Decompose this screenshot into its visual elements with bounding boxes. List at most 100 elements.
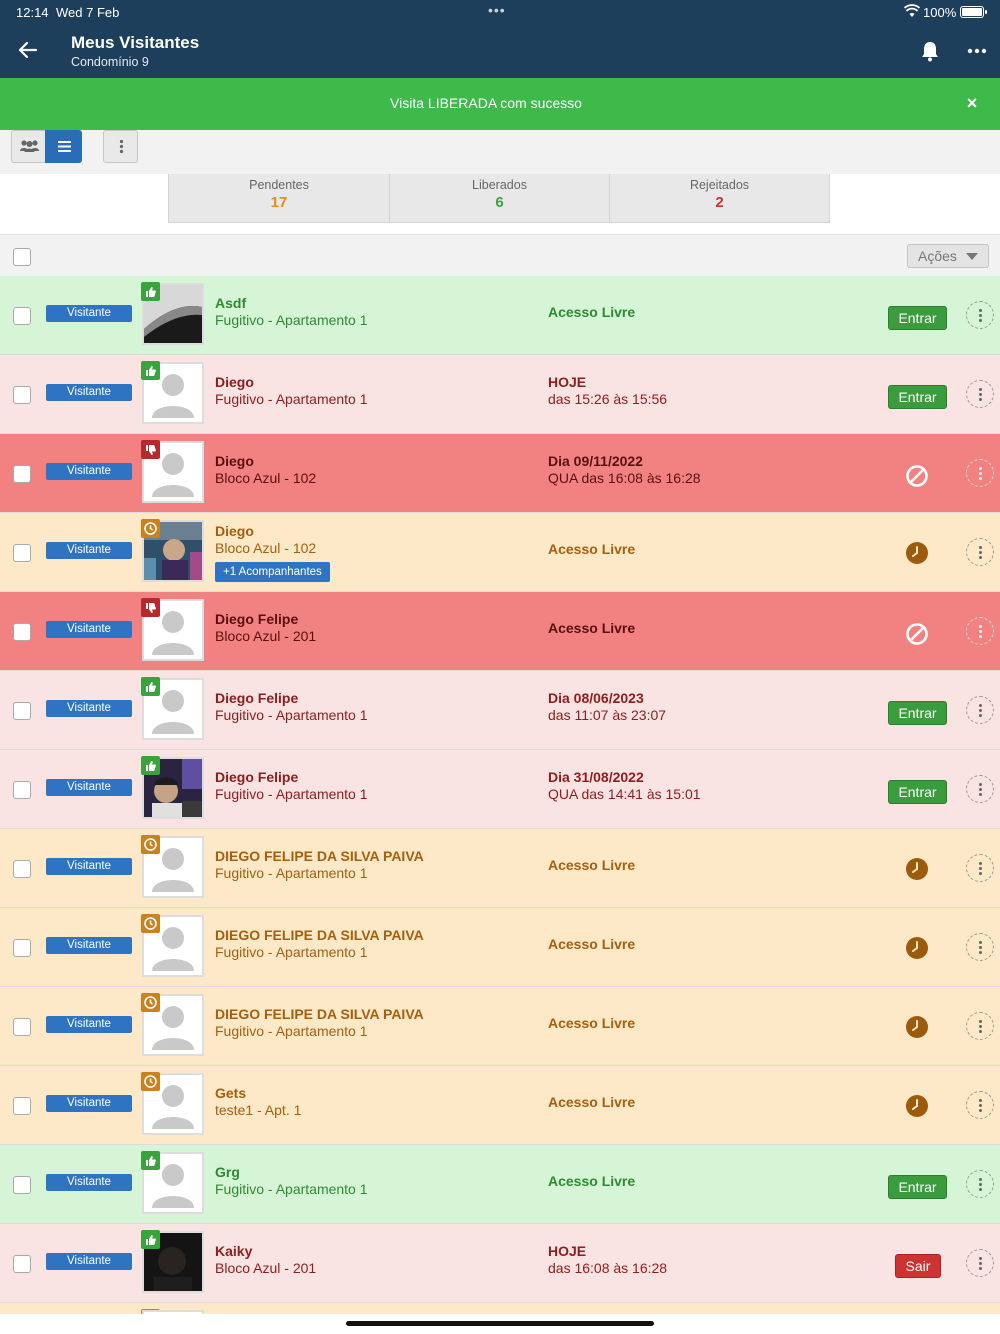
row-checkbox[interactable]: [13, 623, 31, 641]
success-banner: Visita LIBERADA com sucesso ×: [0, 78, 1000, 130]
row-options-icon[interactable]: [966, 854, 994, 882]
visitor-type-badge: Visitante: [46, 384, 132, 401]
close-icon[interactable]: ×: [966, 93, 978, 113]
visitor-name: Diego: [215, 453, 254, 469]
battery-percent: 100%: [923, 5, 957, 20]
row-options-icon[interactable]: [966, 1170, 994, 1198]
visitor-photo[interactable]: [142, 836, 204, 898]
visitor-row[interactable]: Visitante Gets teste1 - Apt. 1 Acesso Livre: [0, 1066, 1000, 1145]
visitor-photo[interactable]: [142, 520, 204, 582]
multitask-dots-icon[interactable]: •••: [488, 2, 506, 18]
toolbar-menu-button[interactable]: [103, 130, 138, 163]
enter-button[interactable]: Entrar: [888, 385, 947, 409]
actions-dropdown[interactable]: Ações: [907, 244, 989, 268]
home-bar: [0, 1314, 1000, 1334]
list-view-button[interactable]: [45, 130, 82, 163]
access-time: QUA das 14:41 às 15:01: [548, 786, 701, 802]
row-options-icon[interactable]: [966, 1091, 994, 1119]
visitor-type-badge: Visitante: [46, 621, 132, 638]
access-time: das 15:26 às 15:56: [548, 391, 668, 407]
row-checkbox[interactable]: [13, 860, 31, 878]
actions-label: Ações: [918, 248, 957, 264]
row-options-icon[interactable]: [966, 775, 994, 803]
tab-pendentes[interactable]: Pendentes 17: [169, 174, 389, 222]
clock-icon: [906, 542, 928, 564]
row-options-icon[interactable]: [966, 617, 994, 645]
thumbs-up-icon: [141, 282, 160, 301]
visitor-unit: Bloco Azul - 102: [215, 540, 317, 556]
visitor-name: DIEGO FELIPE DA SILVA PAIVA: [215, 848, 424, 864]
access-date: Dia 09/11/2022: [548, 453, 643, 469]
tab-rejeitados[interactable]: Rejeitados 2: [609, 174, 829, 222]
clock-icon: [906, 1095, 928, 1117]
visitor-row[interactable]: Visitante Diego Felipe Fugitivo - Apartame…: [0, 671, 1000, 750]
enter-button[interactable]: Entrar: [888, 1175, 947, 1199]
thumbs-down-icon: [141, 440, 160, 459]
clock-icon: [906, 858, 928, 880]
visitor-photo[interactable]: [142, 678, 204, 740]
row-checkbox[interactable]: [13, 1176, 31, 1194]
row-options-icon[interactable]: [966, 1249, 994, 1277]
clock-status-icon: [141, 835, 160, 854]
visitor-row[interactable]: Visitante Diego Bloco Azul - 102 Dia 09/11/…: [0, 434, 1000, 513]
enter-button[interactable]: Entrar: [888, 306, 947, 330]
row-checkbox[interactable]: [13, 307, 31, 325]
visitor-type-badge: Visitante: [46, 858, 132, 875]
wifi-icon: [904, 4, 920, 17]
row-checkbox[interactable]: [13, 544, 31, 562]
row-checkbox[interactable]: [13, 939, 31, 957]
row-options-icon[interactable]: [966, 459, 994, 487]
thumbs-up-icon: [141, 677, 160, 696]
companions-badge[interactable]: +1 Acompanhantes: [215, 562, 330, 582]
visitor-type-badge: Visitante: [46, 542, 132, 559]
bell-icon[interactable]: [918, 39, 942, 63]
visitor-row[interactable]: Visitante Diego Bloco Azul - 102 +1 Acompan…: [0, 513, 1000, 592]
visitor-row[interactable]: Visitante DIEGO FELIPE DA SILVA PAIVA Fugi…: [0, 987, 1000, 1066]
row-checkbox[interactable]: [13, 465, 31, 483]
visitor-row[interactable]: Visitante DIEGO FELIPE DA SILVA PAIVA Fugi…: [0, 908, 1000, 987]
row-checkbox[interactable]: [13, 1255, 31, 1273]
group-view-button[interactable]: [11, 130, 46, 163]
row-options-icon[interactable]: [966, 1012, 994, 1040]
home-indicator[interactable]: [346, 1321, 654, 1326]
visitor-row[interactable]: Visitante Asdf Fugitivo - Apartamento 1 Ace…: [0, 276, 1000, 355]
visitor-row[interactable]: Visitante DIEGO FELIPE DA SILVA PAIVA Fugi…: [0, 829, 1000, 908]
banner-message: Visita LIBERADA com sucesso: [390, 95, 582, 111]
enter-button[interactable]: Entrar: [888, 780, 947, 804]
status-date: Wed 7 Feb: [56, 5, 120, 20]
row-checkbox[interactable]: [13, 386, 31, 404]
access-date: Dia 31/08/2022: [548, 769, 644, 785]
visitor-unit: Bloco Azul - 201: [215, 1260, 317, 1276]
thumbs-up-icon: [141, 361, 160, 380]
visitor-row[interactable]: Visitante Diego Felipe Bloco Azul - 201 Ace…: [0, 592, 1000, 671]
row-checkbox[interactable]: [13, 702, 31, 720]
visitor-photo: [142, 1310, 204, 1314]
visitor-name: DIEGO FELIPE DA SILVA PAIVA: [215, 927, 424, 943]
back-arrow-icon[interactable]: [14, 36, 42, 64]
visitor-name: Diego Felipe: [215, 769, 299, 785]
enter-button[interactable]: Entrar: [888, 701, 947, 725]
visitor-photo[interactable]: [142, 441, 204, 503]
row-options-icon[interactable]: [966, 301, 994, 329]
row-checkbox[interactable]: [13, 781, 31, 799]
select-all-checkbox[interactable]: [13, 248, 31, 266]
exit-button[interactable]: Sair: [895, 1254, 941, 1278]
row-options-icon[interactable]: [966, 380, 994, 408]
visitor-type-badge: Visitante: [46, 937, 132, 954]
row-checkbox[interactable]: [13, 1097, 31, 1115]
battery-icon: [960, 6, 987, 18]
row-options-icon[interactable]: [966, 933, 994, 961]
row-options-icon[interactable]: [966, 696, 994, 724]
clock-icon: [906, 1016, 928, 1038]
more-options-icon[interactable]: [964, 39, 990, 63]
visitor-row[interactable]: Visitante Kaiky Bloco Azul - 201 HOJE das 16…: [0, 1224, 1000, 1303]
visitor-row[interactable]: Visitante Diego Fugitivo - Apartamento 1 HO…: [0, 355, 1000, 434]
visitor-row[interactable]: Visitante Diego Felipe Fugitivo - Apartame…: [0, 750, 1000, 829]
row-options-icon[interactable]: [966, 538, 994, 566]
tab-liberados[interactable]: Liberados 6: [389, 174, 609, 222]
visitor-unit: Fugitivo - Apartamento 1: [215, 707, 368, 723]
row-checkbox[interactable]: [13, 1018, 31, 1036]
visitor-row[interactable]: Visitante Grg Fugitivo - Apartamento 1 Aces…: [0, 1145, 1000, 1224]
visitor-type-badge: Visitante: [46, 1095, 132, 1112]
